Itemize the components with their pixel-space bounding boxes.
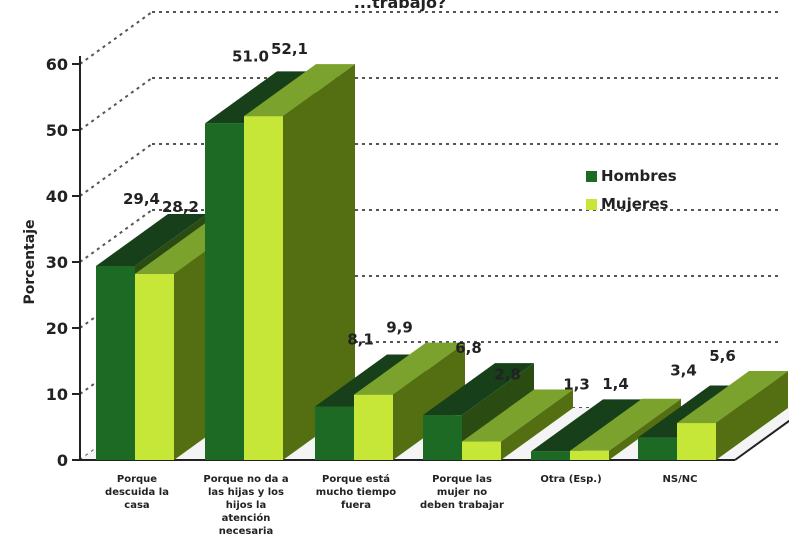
value-labels: 29,4 28,2 51.0 52,1 8,1 9,9 6,8 2,8 1,3 1,4 3,4 5,6	[123, 40, 736, 393]
bar-mujeres	[677, 371, 788, 460]
bar-front	[354, 394, 393, 460]
bar-side	[609, 398, 681, 460]
value-label: 9,9	[386, 319, 413, 337]
x-tick-label: Porque no da a las hijas y los hijos la ate…	[203, 474, 288, 537]
value-label: 29,4	[123, 190, 160, 208]
bar-top	[423, 363, 534, 416]
value-label: 8,1	[347, 331, 374, 349]
y-tick-label: 0	[57, 451, 68, 470]
value-label: 3,4	[670, 362, 697, 380]
legend: Hombres Mujeres	[586, 167, 677, 213]
bar-front	[638, 437, 677, 460]
bar-side	[393, 342, 465, 460]
y-tick-label: 30	[46, 253, 68, 272]
legend-label: Hombres	[601, 167, 677, 185]
value-label: 52,1	[271, 40, 308, 58]
bar-front	[315, 406, 354, 460]
x-tick-label: Porque las mujer no deben trabajar	[420, 474, 504, 511]
bar-mujeres	[570, 398, 681, 460]
bar-mujeres	[354, 342, 465, 460]
y-axis-label: Porcentaje	[22, 220, 38, 305]
y-tick-label: 40	[46, 187, 68, 206]
bar-side	[716, 371, 788, 460]
chart-title: ...trabajo?	[354, 0, 447, 12]
value-label: 28,2	[162, 198, 199, 216]
bars	[96, 64, 788, 461]
bar-side	[283, 64, 355, 460]
bar-front	[570, 450, 609, 460]
x-tick-label: Otra (Esp.)	[540, 474, 601, 485]
value-label: 6,8	[455, 339, 482, 357]
bar-front	[135, 273, 174, 460]
legend-swatch	[586, 171, 597, 182]
bar-front	[244, 116, 283, 460]
gridline-diagonal	[79, 77, 153, 131]
y-tick-label: 10	[46, 385, 68, 404]
bar-top	[677, 371, 788, 424]
gridline-diagonal	[79, 11, 153, 65]
bar-front	[462, 441, 501, 460]
bar-top	[244, 64, 355, 117]
value-label: 51.0	[232, 47, 269, 65]
value-label: 1,3	[563, 375, 590, 393]
bar-front	[677, 423, 716, 460]
bar-front	[423, 415, 462, 460]
value-label: 2,8	[494, 366, 521, 384]
x-axis-depth	[734, 419, 789, 461]
x-tick-label: Porque descuida la casa	[105, 474, 169, 511]
bar-top	[354, 342, 465, 395]
y-tick-label: 50	[46, 121, 68, 140]
value-label: 1,4	[602, 375, 629, 393]
x-tick-label: NS/NC	[663, 474, 698, 485]
bar-front	[205, 123, 244, 461]
bar-front	[531, 451, 570, 460]
bar-front	[96, 265, 135, 460]
gridline-diagonal	[79, 209, 153, 263]
legend-swatch	[586, 199, 597, 210]
value-label: 5,6	[709, 347, 736, 365]
bar-top	[531, 399, 642, 452]
x-tick-label: Porque está mucho tiempo fuera	[316, 473, 397, 511]
y-tick-label: 20	[46, 319, 68, 338]
bar-top	[96, 213, 207, 266]
category-labels: Porque descuida la casa Porque no da a las h…	[105, 473, 697, 537]
bar-top	[570, 398, 681, 451]
bar-mujeres	[462, 389, 573, 460]
y-tick-label: 60	[46, 55, 68, 74]
bar-mujeres	[244, 64, 355, 460]
bar-top	[462, 389, 573, 442]
legend-label: Mujeres	[601, 195, 668, 213]
bar-side	[501, 389, 573, 460]
gridline-diagonal	[79, 143, 153, 197]
